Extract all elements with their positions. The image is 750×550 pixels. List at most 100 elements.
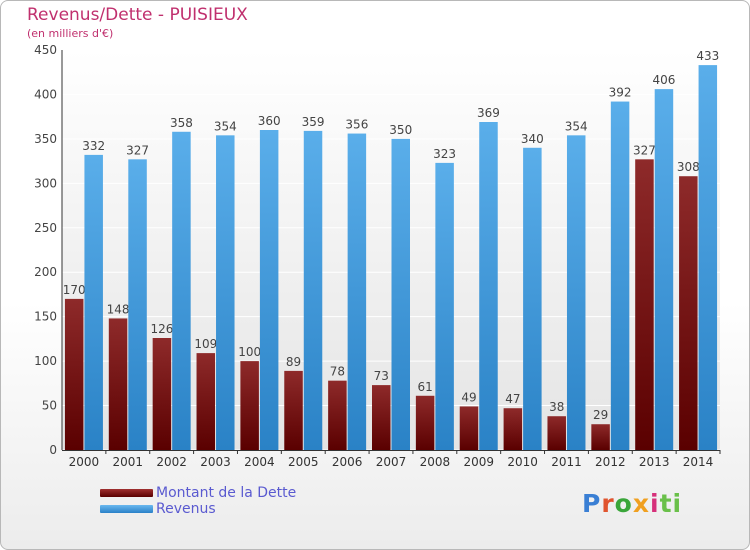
bar-dette (196, 353, 216, 450)
x-tick-label: 2013 (639, 455, 670, 469)
data-label-revenus: 360 (258, 114, 281, 128)
bar-revenus (435, 162, 454, 450)
bar-dette (635, 159, 654, 451)
logo-letter: x (632, 489, 650, 518)
data-label-dette: 100 (238, 345, 261, 359)
y-tick-label: 200 (34, 265, 57, 279)
x-tick-label: 2006 (332, 455, 363, 469)
data-label-revenus: 332 (82, 139, 105, 153)
y-tick-label: 50 (42, 399, 57, 413)
bar-dette (503, 408, 523, 450)
bar-dette (591, 424, 610, 450)
x-tick-label: 2010 (507, 455, 538, 469)
bar-revenus (303, 130, 323, 450)
data-label-dette: 126 (150, 322, 173, 336)
data-label-dette: 109 (194, 337, 217, 351)
y-tick-label: 350 (34, 132, 57, 146)
data-label-revenus: 433 (696, 49, 719, 63)
bar-dette (152, 338, 172, 450)
bar-dette (679, 176, 698, 450)
bar-dette (459, 406, 479, 450)
bar-dette (415, 395, 435, 450)
data-label-revenus: 369 (477, 106, 500, 120)
logo-letter: i (650, 489, 660, 518)
bar-dette (284, 370, 303, 450)
x-tick-label: 2004 (244, 455, 275, 469)
x-tick-label: 2000 (69, 455, 100, 469)
x-tick-label: 2009 (463, 455, 494, 469)
x-tick-label: 2011 (551, 455, 582, 469)
x-tick-label: 2014 (683, 455, 714, 469)
data-label-revenus: 354 (565, 119, 588, 133)
data-label-dette: 38 (549, 400, 564, 414)
chart-title: Revenus/Dette - PUISIEUX (27, 5, 248, 25)
y-tick-label: 250 (34, 221, 57, 235)
bar-revenus (610, 101, 630, 451)
bar-revenus (566, 135, 586, 451)
bar-revenus (172, 131, 191, 450)
x-tick-label: 2008 (420, 455, 451, 469)
logo-letter: o (614, 489, 633, 518)
data-label-revenus: 358 (170, 116, 193, 130)
bar-dette (328, 380, 347, 450)
y-tick-label: 150 (34, 310, 57, 324)
data-label-dette: 308 (677, 160, 700, 174)
data-label-dette: 78 (330, 365, 345, 379)
chart-subtitle: (en milliers d'€) (27, 27, 114, 40)
data-label-dette: 73 (374, 369, 389, 383)
x-tick-label: 2003 (200, 455, 231, 469)
bar-revenus (347, 133, 367, 451)
y-tick-label: 100 (34, 354, 57, 368)
data-label-revenus: 392 (609, 86, 632, 100)
y-tick-label: 450 (34, 43, 57, 57)
data-label-dette: 61 (417, 380, 432, 394)
bar-revenus (698, 65, 718, 450)
logo-letter: ti (659, 489, 683, 518)
x-tick-label: 2005 (288, 455, 319, 469)
y-tick-label: 400 (34, 87, 57, 101)
data-label-revenus: 323 (433, 147, 456, 161)
data-label-dette: 327 (633, 143, 656, 157)
bar-dette (108, 318, 128, 450)
y-tick-label: 300 (34, 176, 57, 190)
legend-swatch-revenus (100, 505, 153, 513)
proxiti-logo: Proxiti (582, 489, 682, 518)
data-label-revenus: 356 (345, 118, 368, 132)
logo-letter: P (582, 489, 602, 518)
plot-area (62, 50, 720, 450)
data-label-revenus: 340 (521, 132, 544, 146)
bar-dette (240, 361, 259, 450)
data-label-dette: 148 (107, 302, 130, 316)
legend-label-revenus: Revenus (156, 501, 216, 517)
data-label-dette: 49 (461, 390, 476, 404)
data-label-dette: 89 (286, 355, 301, 369)
bar-dette (547, 416, 566, 450)
y-tick-label: 0 (49, 443, 57, 457)
data-label-revenus: 327 (126, 143, 149, 157)
data-label-revenus: 406 (652, 73, 675, 87)
bar-dette (64, 298, 84, 450)
bar-revenus (391, 138, 410, 450)
data-label-revenus: 354 (214, 119, 237, 133)
x-tick-label: 2012 (595, 455, 626, 469)
bar-dette (372, 385, 391, 450)
bar-revenus (654, 89, 674, 450)
logo-letter: r (601, 489, 615, 518)
bar-revenus (479, 122, 498, 450)
bar-revenus (84, 154, 103, 450)
legend-label-dette: Montant de la Dette (156, 485, 297, 501)
bar-revenus (259, 130, 279, 450)
x-tick-label: 2001 (113, 455, 144, 469)
data-label-dette: 47 (505, 392, 520, 406)
x-tick-label: 2002 (156, 455, 187, 469)
bar-revenus (128, 159, 147, 451)
data-label-revenus: 359 (302, 115, 325, 129)
legend-swatch-dette (100, 489, 153, 497)
bar-revenus (216, 135, 235, 451)
data-label-dette: 29 (593, 408, 608, 422)
bar-revenus (523, 147, 542, 450)
data-label-revenus: 350 (389, 123, 412, 137)
x-tick-label: 2007 (376, 455, 407, 469)
data-label-dette: 170 (63, 283, 86, 297)
